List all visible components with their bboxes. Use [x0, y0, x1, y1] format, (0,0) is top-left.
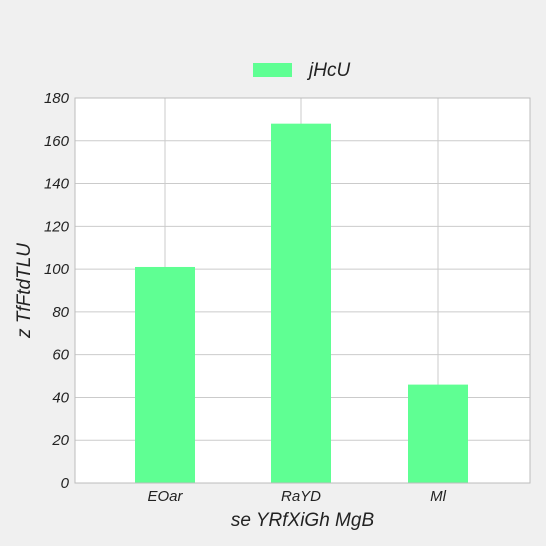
x-tick-label: RaYD: [281, 488, 321, 505]
y-tick-label: 120: [44, 218, 70, 235]
bar-rayd: [271, 123, 331, 484]
y-tick-label: 100: [44, 261, 70, 278]
legend-swatch: [253, 63, 292, 77]
bar-eoar: [135, 266, 195, 483]
y-tick-label: 160: [44, 133, 70, 150]
x-tick-label: Ml: [430, 488, 446, 505]
x-axis-ticks: EOar RaYD Ml: [147, 488, 446, 505]
bars: [135, 123, 468, 484]
y-tick-label: 60: [52, 347, 69, 364]
x-axis-label: se YRfXiGh MgB: [231, 510, 375, 531]
y-axis-label: z TfFtdTLU: [14, 243, 35, 339]
y-tick-label: 140: [44, 176, 70, 193]
legend-label: jHcU: [306, 60, 350, 81]
x-tick-label: EOar: [147, 488, 183, 505]
legend: jHcU: [253, 60, 350, 81]
y-tick-label: 20: [51, 432, 69, 449]
bar-ml: [408, 384, 468, 483]
y-tick-label: 40: [52, 389, 69, 406]
y-axis-ticks: 0 20 40 60 80 100 120 140 160 180: [44, 90, 70, 492]
y-tick-label: 180: [44, 90, 70, 107]
y-tick-label: 0: [61, 475, 70, 492]
y-tick-label: 80: [52, 304, 69, 321]
plot-frame: [74, 97, 531, 484]
